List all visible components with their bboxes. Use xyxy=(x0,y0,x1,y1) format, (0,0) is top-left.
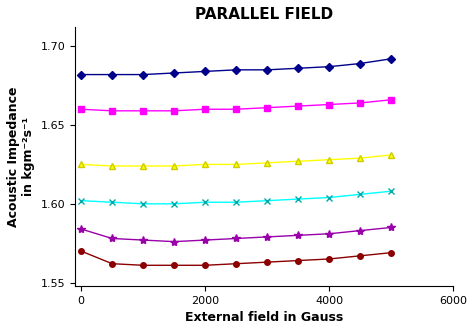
Title: PARALLEL FIELD: PARALLEL FIELD xyxy=(195,7,333,22)
Y-axis label: Acoustic Impedance
in kgm⁻²s⁻¹: Acoustic Impedance in kgm⁻²s⁻¹ xyxy=(7,86,35,227)
X-axis label: External field in Gauss: External field in Gauss xyxy=(185,311,343,324)
